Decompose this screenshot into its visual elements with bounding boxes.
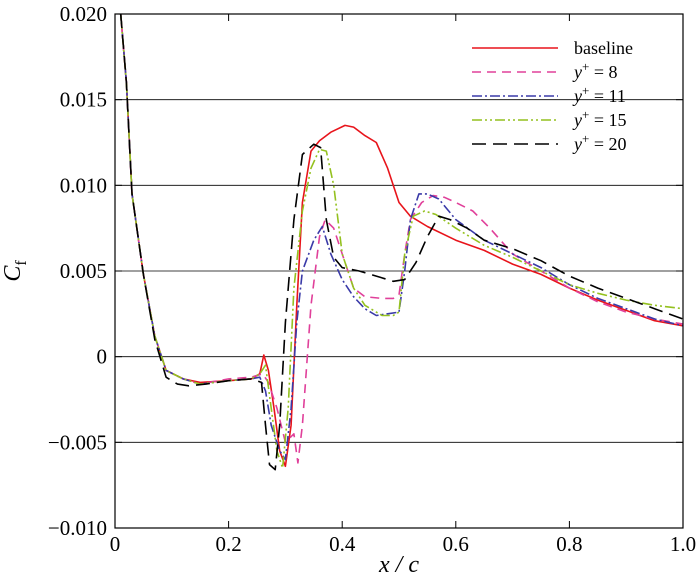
y-tick-label: −0.010 (48, 516, 107, 540)
legend-label: baseline (574, 38, 633, 58)
grid-lines (115, 99, 683, 443)
legend-label: y+ = 11 (572, 83, 626, 106)
series-line-y-20 (119, 14, 683, 471)
y-tick-label: 0.005 (60, 259, 107, 283)
legend-label: y+ = 20 (572, 131, 627, 154)
series-line-y-15 (119, 14, 683, 469)
x-tick-label: 0 (110, 532, 121, 556)
x-tick-label: 0.2 (215, 532, 241, 556)
legend-label: y+ = 15 (572, 107, 627, 130)
y-tick-label: −0.005 (48, 430, 107, 454)
x-axis-title: x / c (378, 552, 419, 578)
series-lines (119, 14, 683, 471)
y-tick-label: 0.010 (60, 173, 107, 197)
y-axis-title-main: C (0, 265, 26, 282)
y-axis-title-sub: f (13, 260, 30, 266)
y-tick-label: 0.015 (60, 88, 107, 112)
x-tick-label: 0.8 (556, 532, 582, 556)
axis-ticks: −0.010 −0.005 0 0.005 0.010 0.015 0.020 0 0.2 0.4… (48, 2, 696, 556)
x-tick-label: 0.6 (443, 532, 469, 556)
x-tick-label: 0.4 (329, 532, 356, 556)
y-tick-label: 0 (97, 345, 108, 369)
y-axis-title: Cf (0, 260, 30, 282)
x-tick-label: 1.0 (670, 532, 696, 556)
legend-label: y+ = 8 (572, 59, 618, 82)
y-tick-label: 0.020 (60, 2, 107, 26)
